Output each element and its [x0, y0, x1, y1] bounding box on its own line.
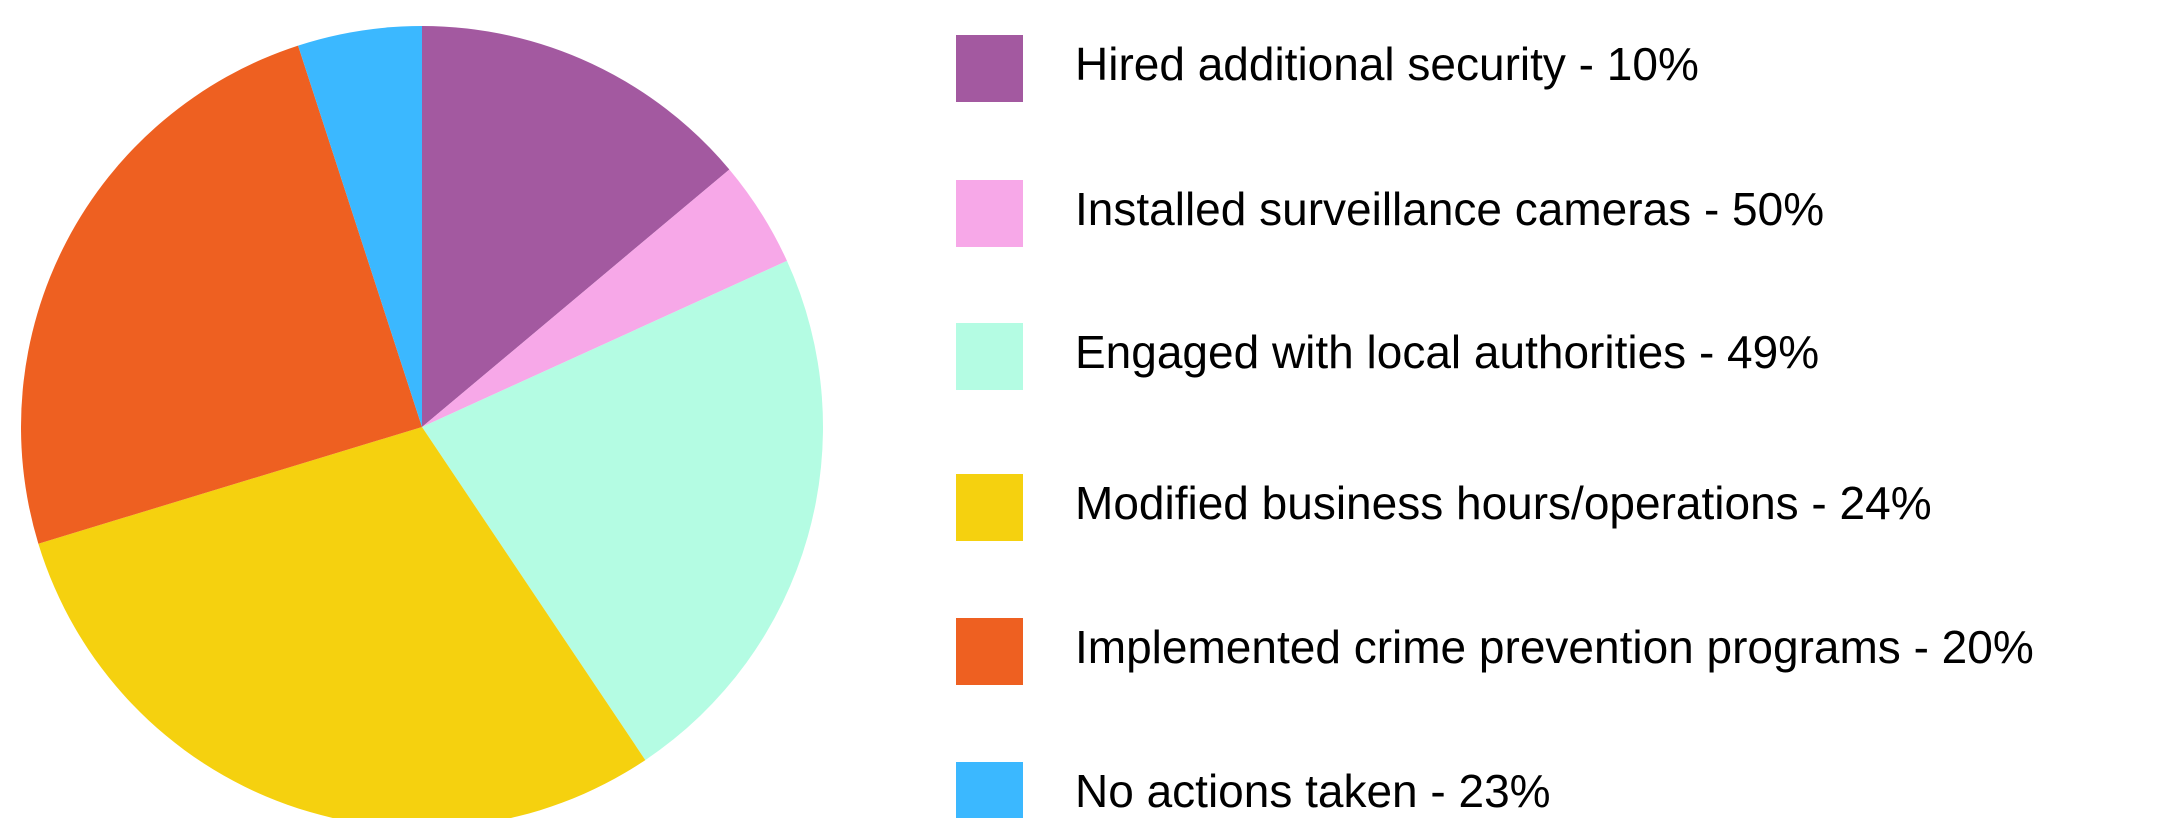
legend-swatch	[956, 474, 1023, 541]
legend-label: Hired additional security - 10%	[1075, 38, 1699, 90]
legend-label: Modified business hours/operations - 24%	[1075, 477, 1932, 529]
legend-swatch	[956, 180, 1023, 247]
pie-slice	[422, 26, 730, 427]
legend-swatch	[956, 323, 1023, 390]
legend-label: Installed surveillance cameras - 50%	[1075, 183, 1824, 235]
legend-swatch	[956, 35, 1023, 102]
legend-label: No actions taken - 23%	[1075, 765, 1551, 817]
pie-slice	[422, 260, 824, 761]
legend-label: Engaged with local authorities - 49%	[1075, 326, 1819, 378]
pie-slice	[298, 26, 422, 427]
pie-slice	[21, 45, 423, 544]
legend-swatch	[956, 762, 1023, 818]
pie-slice	[38, 427, 646, 818]
pie-slice	[422, 169, 787, 428]
legend-label: Implemented crime prevention programs - …	[1075, 621, 2034, 673]
legend-swatch	[956, 618, 1023, 685]
